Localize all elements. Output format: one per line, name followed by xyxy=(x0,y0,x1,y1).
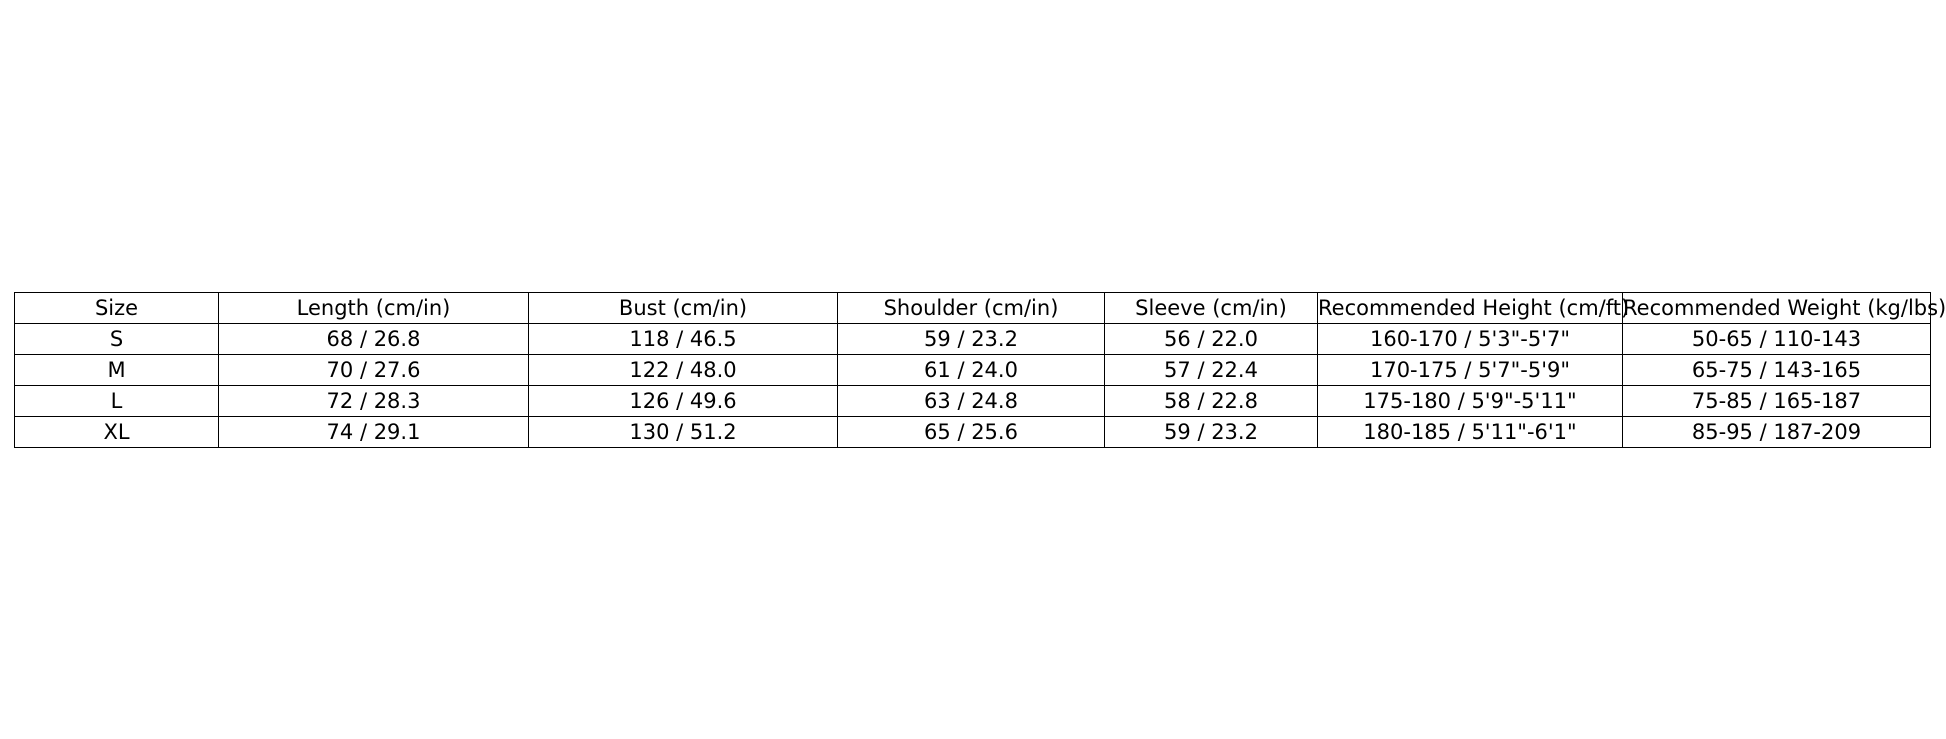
table-header-row: Size Length (cm/in) Bust (cm/in) Shoulde… xyxy=(14,292,1946,324)
cell-sleeve: 59 / 23.2 xyxy=(1104,416,1318,448)
table-row: S 68 / 26.8 118 / 46.5 59 / 23.2 56 / 22… xyxy=(14,323,1931,355)
column-header-bust: Bust (cm/in) xyxy=(528,292,838,324)
cell-weight: 85-95 / 187-209 xyxy=(1622,416,1931,448)
cell-shoulder: 61 / 24.0 xyxy=(837,354,1105,386)
cell-weight: 65-75 / 143-165 xyxy=(1622,354,1931,386)
cell-shoulder: 59 / 23.2 xyxy=(837,323,1105,355)
cell-length: 74 / 29.1 xyxy=(218,416,529,448)
cell-length: 68 / 26.8 xyxy=(218,323,529,355)
cell-bust: 130 / 51.2 xyxy=(528,416,838,448)
cell-height: 160-170 / 5'3"-5'7" xyxy=(1317,323,1623,355)
cell-bust: 118 / 46.5 xyxy=(528,323,838,355)
cell-sleeve: 56 / 22.0 xyxy=(1104,323,1318,355)
cell-height: 175-180 / 5'9"-5'11" xyxy=(1317,385,1623,417)
cell-length: 72 / 28.3 xyxy=(218,385,529,417)
column-header-sleeve: Sleeve (cm/in) xyxy=(1104,292,1318,324)
cell-size: L xyxy=(14,385,219,417)
cell-size: XL xyxy=(14,416,219,448)
column-header-length: Length (cm/in) xyxy=(218,292,529,324)
cell-height: 180-185 / 5'11"-6'1" xyxy=(1317,416,1623,448)
table-row: XL 74 / 29.1 130 / 51.2 65 / 25.6 59 / 2… xyxy=(14,416,1931,448)
cell-sleeve: 58 / 22.8 xyxy=(1104,385,1318,417)
cell-length: 70 / 27.6 xyxy=(218,354,529,386)
cell-shoulder: 65 / 25.6 xyxy=(837,416,1105,448)
column-header-recommended-height: Recommended Height (cm/ft) xyxy=(1317,292,1629,324)
cell-shoulder: 63 / 24.8 xyxy=(837,385,1105,417)
cell-weight: 75-85 / 165-187 xyxy=(1622,385,1931,417)
cell-size: S xyxy=(14,323,219,355)
table-row: L 72 / 28.3 126 / 49.6 63 / 24.8 58 / 22… xyxy=(14,385,1931,417)
cell-sleeve: 57 / 22.4 xyxy=(1104,354,1318,386)
cell-height: 170-175 / 5'7"-5'9" xyxy=(1317,354,1623,386)
cell-bust: 122 / 48.0 xyxy=(528,354,838,386)
cell-size: M xyxy=(14,354,219,386)
cell-bust: 126 / 49.6 xyxy=(528,385,838,417)
table-row: M 70 / 27.6 122 / 48.0 61 / 24.0 57 / 22… xyxy=(14,354,1931,386)
size-chart-table: Size Length (cm/in) Bust (cm/in) Shoulde… xyxy=(14,292,1946,448)
column-header-recommended-weight: Recommended Weight (kg/lbs) xyxy=(1622,292,1946,324)
column-header-shoulder: Shoulder (cm/in) xyxy=(837,292,1105,324)
cell-weight: 50-65 / 110-143 xyxy=(1622,323,1931,355)
column-header-size: Size xyxy=(14,292,219,324)
